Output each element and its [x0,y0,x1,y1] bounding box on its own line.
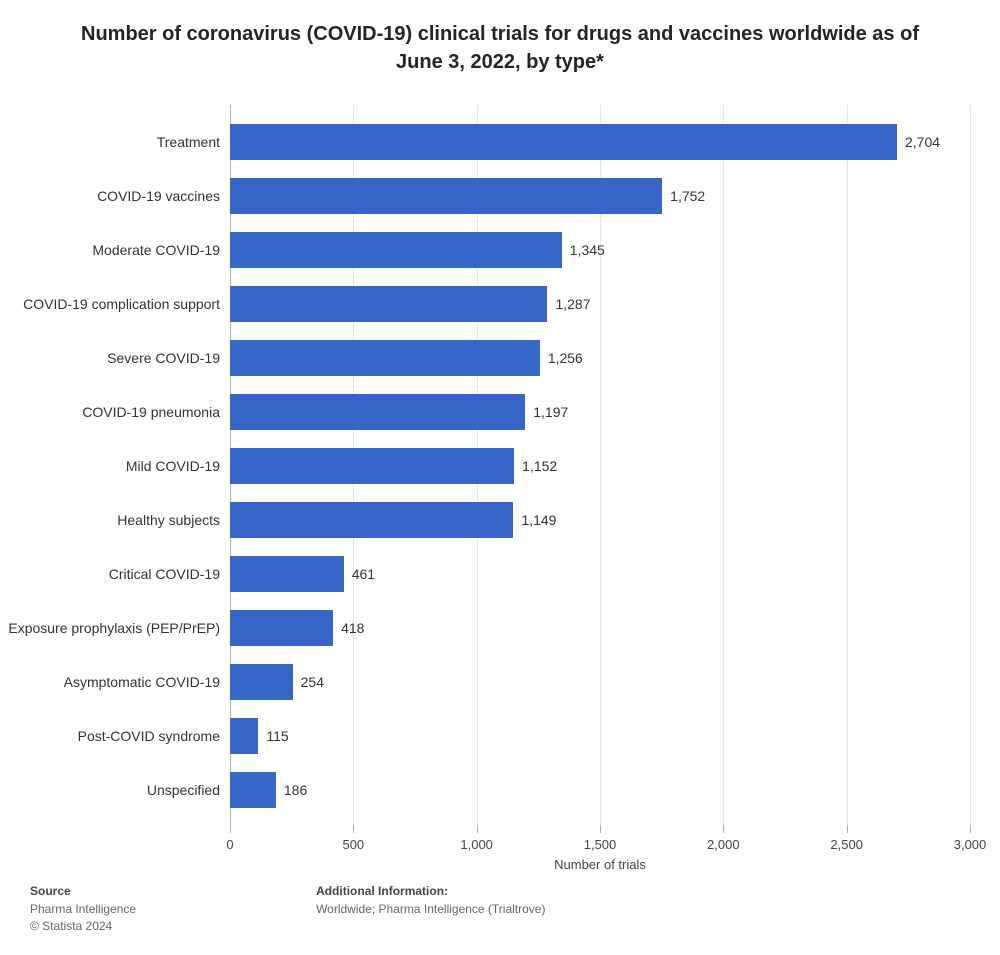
bar-row: Critical COVID-19461 [230,556,970,592]
category-label: Severe COVID-19 [0,350,220,366]
bar-row: Exposure prophylaxis (PEP/PrEP)418 [230,610,970,646]
x-tick-label: 1,500 [584,837,617,852]
bar-value-label: 1,287 [555,296,590,312]
grid-line [970,105,971,825]
bar: 1,287 [230,286,547,322]
bar-value-label: 1,752 [670,188,705,204]
x-tick [723,825,724,833]
bar-value-label: 1,152 [522,458,557,474]
bar-value-label: 1,149 [521,512,556,528]
source-text-1: Pharma Intelligence [30,901,136,918]
category-label: Healthy subjects [0,512,220,528]
bar-value-label: 1,256 [548,350,583,366]
bar: 254 [230,664,293,700]
bar-value-label: 1,345 [570,242,605,258]
category-label: Asymptomatic COVID-19 [0,674,220,690]
category-label: COVID-19 vaccines [0,188,220,204]
bar: 1,752 [230,178,662,214]
bar: 1,152 [230,448,514,484]
bar-value-label: 461 [352,566,375,582]
bar: 1,149 [230,502,513,538]
x-tick-label: 0 [226,837,233,852]
x-tick [847,825,848,833]
bar-value-label: 418 [341,620,364,636]
bar-row: COVID-19 vaccines1,752 [230,178,970,214]
x-tick-label: 1,000 [460,837,493,852]
additional-info-block: Additional Information: Worldwide; Pharm… [316,883,545,935]
bar-row: Healthy subjects1,149 [230,502,970,538]
category-label: Moderate COVID-19 [0,242,220,258]
bar-value-label: 2,704 [905,134,940,150]
bar: 186 [230,772,276,808]
x-tick-label: 2,000 [707,837,740,852]
chart-footer: Source Pharma Intelligence © Statista 20… [30,883,970,935]
chart-area: 0 500 1,000 1,500 2,000 2,500 3,000 Number of t… [0,90,1000,870]
bar-row: Treatment2,704 [230,124,970,160]
bar-value-label: 115 [266,728,288,744]
category-label: Critical COVID-19 [0,566,220,582]
additional-info-heading: Additional Information: [316,883,545,900]
bar-row: Asymptomatic COVID-19254 [230,664,970,700]
category-label: Mild COVID-19 [0,458,220,474]
bar: 1,197 [230,394,525,430]
bar: 1,345 [230,232,562,268]
plot-region: 05001,0001,5002,0002,5003,000Number of t… [230,105,970,825]
bar-row: Mild COVID-191,152 [230,448,970,484]
x-tick [353,825,354,833]
x-tick [230,825,231,833]
category-label: Post-COVID syndrome [0,728,220,744]
bar: 2,704 [230,124,897,160]
bar: 1,256 [230,340,540,376]
category-label: COVID-19 complication support [0,296,220,312]
source-block: Source Pharma Intelligence © Statista 20… [30,883,136,935]
bar-row: Unspecified186 [230,772,970,808]
bar-value-label: 186 [284,782,307,798]
bar: 461 [230,556,344,592]
x-tick-label: 3,000 [954,837,987,852]
bar-row: COVID-19 complication support1,287 [230,286,970,322]
category-label: Exposure prophylaxis (PEP/PrEP) [0,620,220,636]
source-heading: Source [30,883,136,900]
chart-title: Number of coronavirus (COVID-19) clinica… [0,0,1000,86]
category-label: Unspecified [0,782,220,798]
x-axis-title: Number of trials [554,857,646,872]
bar-value-label: 1,197 [533,404,568,420]
x-tick [600,825,601,833]
additional-info-text: Worldwide; Pharma Intelligence (Trialtro… [316,901,545,918]
bar-row: COVID-19 pneumonia1,197 [230,394,970,430]
bar: 418 [230,610,333,646]
category-label: COVID-19 pneumonia [0,404,220,420]
bar-value-label: 254 [301,674,324,690]
x-tick-label: 500 [342,837,364,852]
x-tick [970,825,971,833]
x-tick [477,825,478,833]
bar-row: Moderate COVID-191,345 [230,232,970,268]
bar-row: Post-COVID syndrome115 [230,718,970,754]
bar-row: Severe COVID-191,256 [230,340,970,376]
bar: 115 [230,718,258,754]
source-text-2: © Statista 2024 [30,918,136,935]
category-label: Treatment [0,134,220,150]
x-tick-label: 2,500 [830,837,863,852]
